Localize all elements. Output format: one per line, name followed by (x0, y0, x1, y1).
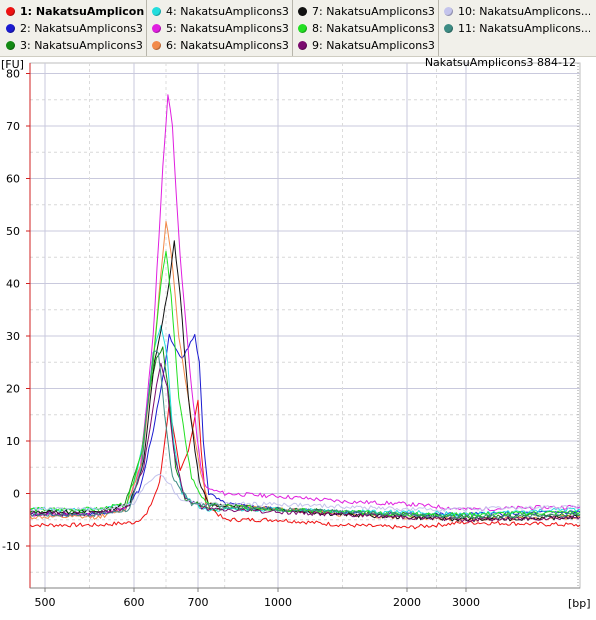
legend-label: 3: NakatsuAmplicons3 ... (20, 38, 144, 52)
legend-dot-icon (444, 6, 453, 16)
legend-separator (292, 0, 293, 56)
y-tick-label: 0 (13, 488, 20, 501)
y-tick-label: 20 (6, 383, 20, 396)
legend-item-9[interactable]: 9: NakatsuAmplicons3 ... (294, 36, 436, 54)
legend-label: 9: NakatsuAmplicons3 ... (312, 38, 436, 52)
grid (30, 63, 580, 588)
legend-item-4[interactable]: 4: NakatsuAmplicons3 ... (148, 2, 290, 20)
legend-label: 5: NakatsuAmplicons3 ... (166, 21, 290, 35)
legend-item-6[interactable]: 6: NakatsuAmplicons3 ... (148, 36, 290, 54)
legend-dot-icon (6, 6, 15, 16)
y-tick-label: 10 (6, 435, 20, 448)
legend-label: 4: NakatsuAmplicons3 ... (166, 4, 290, 18)
legend-separator (438, 0, 439, 56)
legend-dot-icon (152, 23, 161, 33)
series-line-8 (29, 250, 581, 517)
chart-title: NakatsuAmplicons3 884-12 (425, 57, 576, 69)
x-tick-label: 1000 (264, 596, 292, 609)
y-tick-label: -10 (2, 540, 20, 553)
legend-dot-icon (444, 23, 453, 33)
y-axis-label: [FU] (1, 58, 24, 71)
y-tick-label: 40 (6, 278, 20, 291)
legend-dot-icon (298, 23, 307, 33)
legend-item-7[interactable]: 7: NakatsuAmplicons3 ... (294, 2, 436, 20)
legend-dot-icon (6, 23, 15, 33)
legend-item-11[interactable]: 11: NakatsuAmplicons... (440, 19, 590, 37)
legend-label: 1: NakatsuAmplicon... (20, 4, 144, 18)
legend-label: 7: NakatsuAmplicons3 ... (312, 4, 436, 18)
legend-label: 10: NakatsuAmplicons... (458, 4, 590, 18)
legend-dot-icon (298, 40, 307, 50)
plot-area (29, 62, 581, 589)
series-line-10 (29, 473, 581, 512)
legend-item-3[interactable]: 3: NakatsuAmplicons3 ... (2, 36, 144, 54)
legend-item-1[interactable]: 1: NakatsuAmplicon... (2, 2, 144, 20)
legend-label: 6: NakatsuAmplicons3 ... (166, 38, 290, 52)
electropherogram-chart: 80 70 60 50 40 30 20 10 0 -10 500 600 700 1000 2000 30… (1, 57, 591, 610)
legend-item-8[interactable]: 8: NakatsuAmplicons3 ... (294, 19, 436, 37)
y-tick-label: 70 (6, 120, 20, 133)
x-tick-label: 600 (124, 596, 145, 609)
y-tick-label: 30 (6, 330, 20, 343)
legend-label: 11: NakatsuAmplicons... (458, 21, 590, 35)
x-axis: 500 600 700 1000 2000 3000 (30, 587, 580, 609)
series-group (29, 94, 581, 530)
x-tick-label: 700 (188, 596, 209, 609)
x-tick-label: 2000 (393, 596, 421, 609)
legend-item-10[interactable]: 10: NakatsuAmplicons... (440, 2, 590, 20)
legend: 1: NakatsuAmplicon... 2: NakatsuAmplicons… (0, 0, 596, 57)
legend-dot-icon (298, 6, 307, 16)
legend-dot-icon (152, 40, 161, 50)
legend-dot-icon (6, 40, 15, 50)
series-line-1 (29, 399, 581, 530)
legend-item-2[interactable]: 2: NakatsuAmplicons3 ... (2, 19, 144, 37)
y-tick-label: 80 (6, 68, 20, 81)
x-axis-label: [bp] (568, 597, 591, 610)
y-tick-label: 60 (6, 173, 20, 186)
legend-separator (146, 0, 147, 56)
y-tick-label: 50 (6, 225, 20, 238)
legend-item-5[interactable]: 5: NakatsuAmplicons3 ... (148, 19, 290, 37)
series-line-11 (29, 350, 581, 520)
legend-dot-icon (152, 6, 161, 16)
x-tick-label: 500 (35, 596, 56, 609)
legend-label: 2: NakatsuAmplicons3 ... (20, 21, 144, 35)
y-axis: 80 70 60 50 40 30 20 10 0 -10 (2, 63, 31, 588)
x-tick-label: 3000 (452, 596, 480, 609)
legend-label: 8: NakatsuAmplicons3 ... (312, 21, 436, 35)
